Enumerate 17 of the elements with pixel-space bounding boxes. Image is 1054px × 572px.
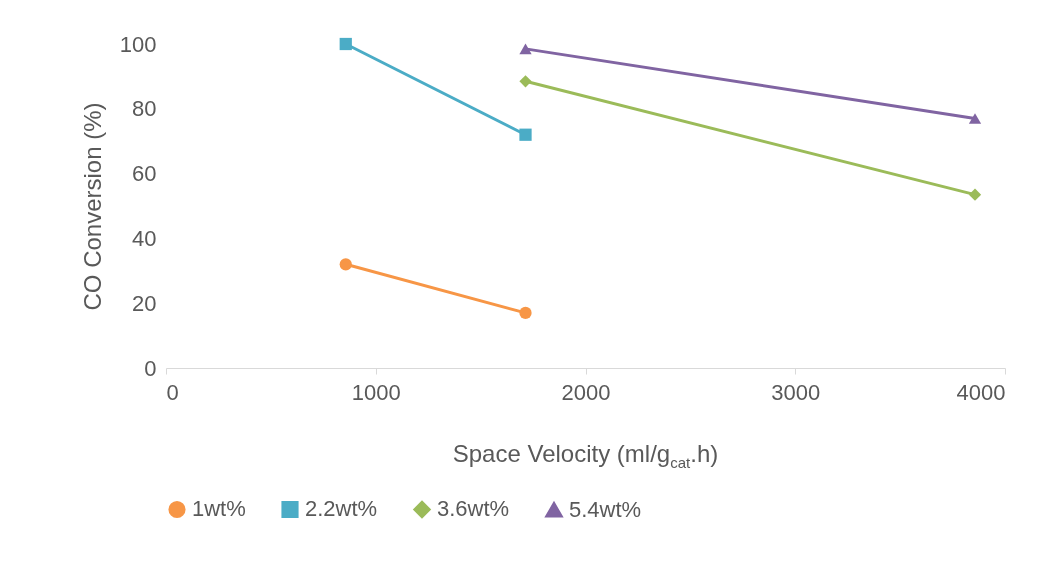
x-tick-label: 1000 xyxy=(351,379,401,405)
y-tick-label: 0 xyxy=(144,355,157,381)
y-tick-label: 80 xyxy=(132,96,157,122)
legend-label: 1wt% xyxy=(192,496,246,522)
x-tick-label: 2000 xyxy=(561,379,611,405)
y-tick-label: 40 xyxy=(132,225,157,251)
y-tick-label: 60 xyxy=(132,161,157,187)
y-axis-title: CO Conversion (%) xyxy=(78,102,106,311)
legend-label: 2.2wt% xyxy=(305,496,378,522)
x-tick-label: 3000 xyxy=(771,379,821,405)
y-tick-label: 100 xyxy=(119,31,157,57)
legend-label: 5.4wt% xyxy=(569,496,642,522)
x-tick-label: 0 xyxy=(166,379,179,405)
legend-label: 3.6wt% xyxy=(437,496,510,522)
x-axis-title: Space Velocity (ml/g$_{cat}$.h) xyxy=(451,440,720,471)
y-tick-label: 20 xyxy=(132,290,157,316)
x-tick-label: 4000 xyxy=(956,379,1006,405)
